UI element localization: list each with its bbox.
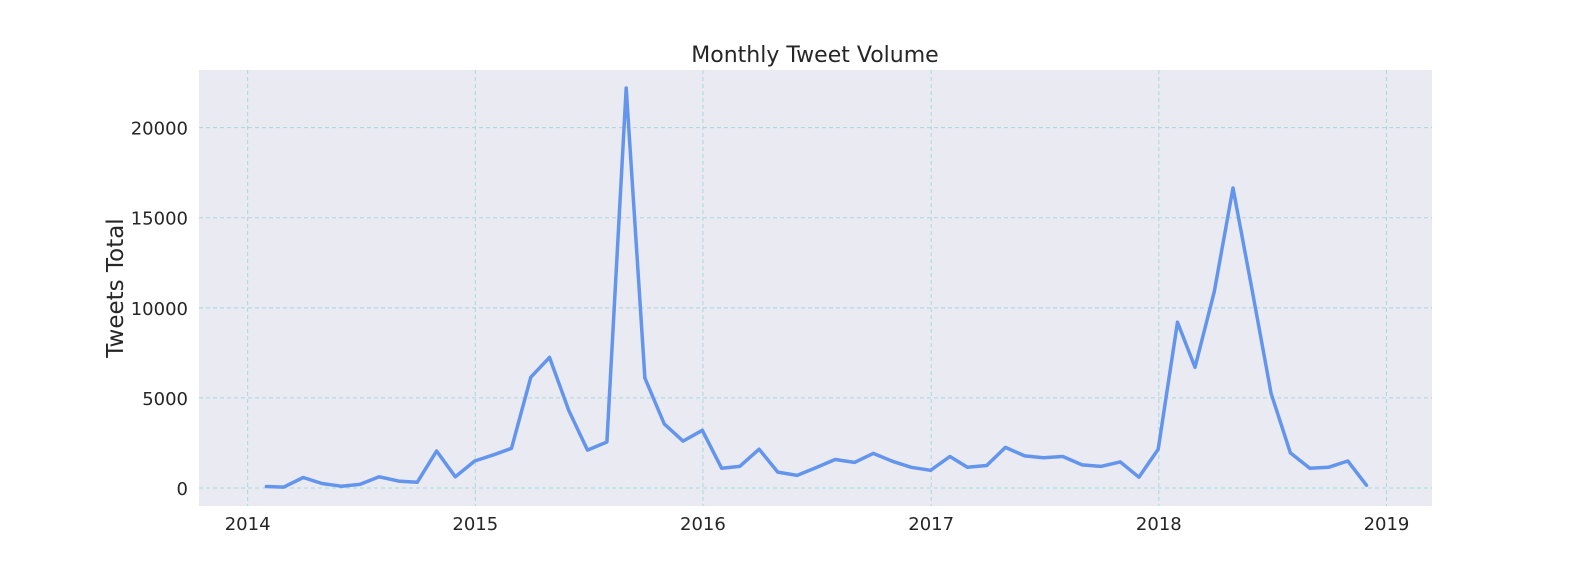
data-point [624,86,628,90]
data-point [1231,186,1235,190]
data-point [264,485,268,488]
data-point [1061,455,1065,458]
data-point [1308,466,1312,470]
data-point [814,466,818,470]
data-point [965,465,969,469]
x-tick-label: 2014 [225,514,271,535]
data-point [738,464,742,468]
data-point [320,482,324,485]
data-point [1137,475,1141,479]
data-point [1099,464,1103,468]
data-point [377,475,381,479]
data-point [605,440,609,444]
data-point [985,464,989,467]
data-point [492,453,496,457]
data-point [1269,391,1273,395]
data-point [301,476,305,479]
data-point [700,428,704,432]
data-point [1346,459,1350,463]
x-tick-label: 2015 [452,514,498,535]
x-tick-label: 2016 [680,514,726,535]
data-point [853,460,856,464]
data-point [643,376,647,380]
y-tick-label: 0 [177,479,188,500]
x-tick-label: 2017 [908,514,954,535]
data-point [1023,454,1027,458]
data-point [757,447,761,451]
data-point [1327,465,1330,469]
data-point [529,375,533,379]
data-point [776,470,780,474]
x-tick-label: 2019 [1364,514,1410,535]
data-point [548,355,551,359]
data-point [1042,456,1045,460]
y-tick-labels: 0 5000 10000 15000 20000 [131,119,188,500]
data-point [909,465,913,469]
data-point [720,466,724,470]
data-point [586,448,589,452]
data-point [1193,365,1197,369]
data-point [795,473,799,477]
y-tick-label: 15000 [131,209,188,230]
data-point [681,439,685,443]
data-point [415,480,419,484]
data-point [473,459,477,463]
data-point [1003,445,1007,449]
data-point [358,482,362,486]
data-point [1176,320,1179,324]
data-point [397,479,401,483]
data-point [929,468,933,472]
data-point [435,449,439,453]
y-tick-label: 10000 [131,299,188,320]
data-point [339,484,343,488]
data-point [282,485,286,489]
grid [199,70,1432,506]
data-point [871,451,875,455]
data-point [948,455,952,458]
data-point [1212,290,1216,294]
data-point [1080,463,1084,467]
data-point [891,459,894,463]
y-axis-label: Tweets Total [103,218,129,358]
y-tick-label: 20000 [131,119,188,140]
data-point [567,409,571,412]
data-point [833,458,837,461]
chart-title: Monthly Tweet Volume [691,43,938,68]
data-point [1250,290,1254,294]
data-point [510,446,513,450]
x-tick-labels: 2014 2015 2016 2017 2018 2019 [225,514,1410,535]
data-point [1118,460,1122,464]
series-group [264,86,1369,489]
data-point [1365,483,1368,487]
data-point [1288,451,1292,455]
x-tick-label: 2018 [1136,514,1182,535]
data-point [662,422,666,426]
y-tick-label: 5000 [142,389,188,410]
plot-area [199,70,1432,506]
data-point [453,475,457,479]
data-point [1156,447,1160,451]
